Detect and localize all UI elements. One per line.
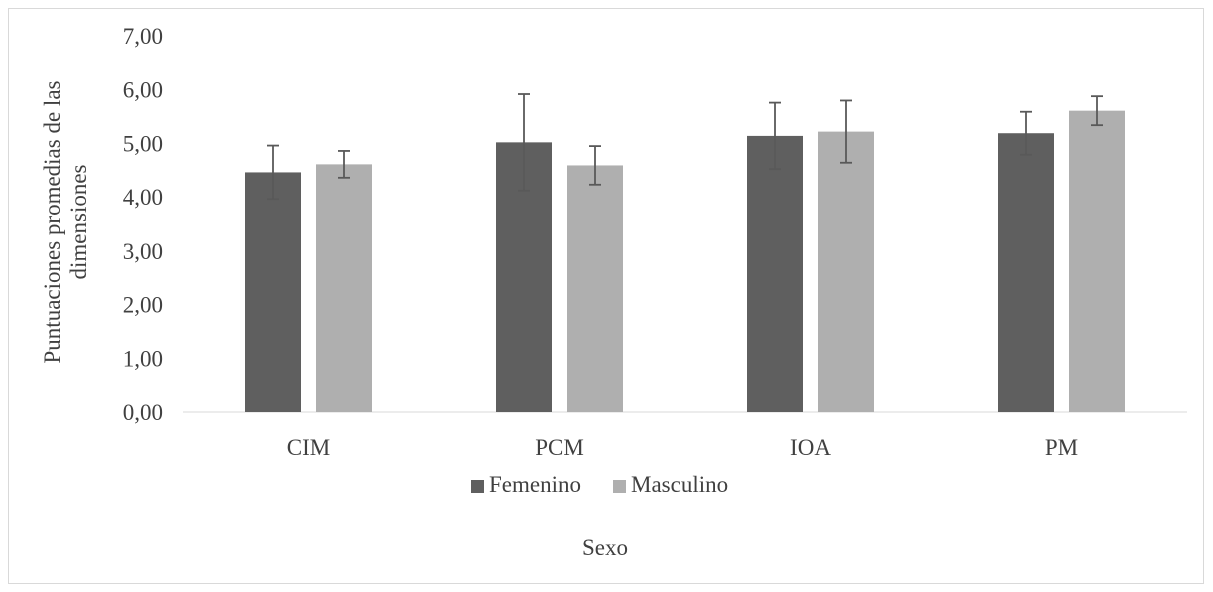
y-tick-label: 5,00 xyxy=(123,131,163,156)
bar-femenino-cim xyxy=(245,172,301,412)
error-bar-femenino-ioa xyxy=(769,101,781,171)
bar-masculino-pm xyxy=(1069,110,1125,413)
x-tick-label: IOA xyxy=(790,435,831,460)
y-tick-label: 0,00 xyxy=(123,400,163,425)
y-tick-label: 2,00 xyxy=(123,293,163,318)
error-bar-femenino-pcm xyxy=(518,93,530,192)
error-bar-masculino-pm xyxy=(1091,95,1103,127)
y-axis-label-line: Puntuaciones promedias de las xyxy=(40,80,65,363)
bar-masculino-cim xyxy=(316,164,372,412)
error-bar-femenino-pm xyxy=(1020,110,1032,156)
y-tick-label: 1,00 xyxy=(123,346,163,371)
legend: Femenino Masculino xyxy=(471,472,728,497)
y-tick-label: 7,00 xyxy=(123,24,163,49)
y-tick-label: 4,00 xyxy=(123,185,163,210)
legend-swatch-masculino xyxy=(613,480,626,493)
y-tick-label: 6,00 xyxy=(123,78,163,103)
y-axis-label-line: dimensiones xyxy=(66,164,91,279)
x-tick-label: PCM xyxy=(535,435,584,460)
x-tick-label: PM xyxy=(1045,435,1078,460)
error-bar-masculino-ioa xyxy=(840,99,852,164)
x-axis-label: Sexo xyxy=(582,535,628,560)
error-bar-masculino-cim xyxy=(338,150,350,179)
legend-swatch-femenino xyxy=(471,480,484,493)
bar-masculino-pcm xyxy=(567,165,623,412)
legend-label-masculino: Masculino xyxy=(631,472,728,497)
y-tick-label: 3,00 xyxy=(123,239,163,264)
x-tick-label: CIM xyxy=(287,435,330,460)
bar-masculino-ioa xyxy=(818,131,874,412)
bar-femenino-ioa xyxy=(747,135,803,412)
legend-label-femenino: Femenino xyxy=(489,472,581,497)
error-bar-femenino-cim xyxy=(267,144,279,201)
error-bar-masculino-pcm xyxy=(589,145,601,186)
bar-femenino-pm xyxy=(998,133,1054,413)
y-axis-label: Puntuaciones promedias de lasdimensiones xyxy=(40,80,91,363)
